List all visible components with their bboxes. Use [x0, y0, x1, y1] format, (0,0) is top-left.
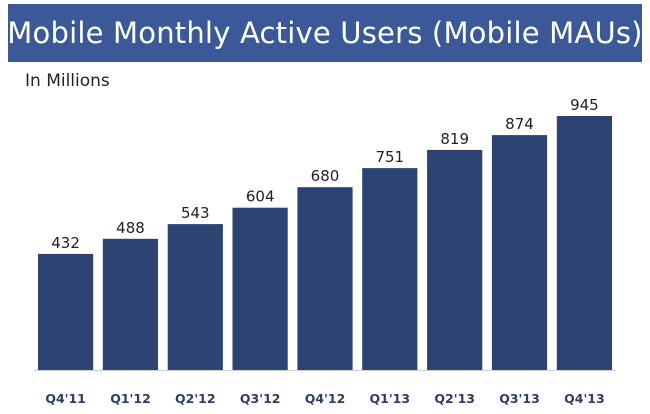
bar-4	[297, 187, 353, 370]
value-label-8: 945	[570, 96, 599, 114]
chart-title: Mobile Monthly Active Users (Mobile MAUs…	[7, 16, 643, 50]
bar-6	[427, 149, 483, 370]
value-label-7: 874	[505, 115, 534, 133]
value-label-4: 680	[311, 167, 340, 185]
category-label-7: Q3'13	[499, 391, 540, 406]
title-bar: Mobile Monthly Active Users (Mobile MAUs…	[7, 4, 643, 62]
category-label-3: Q3'12	[240, 391, 281, 406]
bar-3	[232, 207, 288, 370]
bar-2	[167, 224, 223, 370]
category-label-5: Q1'13	[370, 391, 411, 406]
category-label-8: Q4'13	[564, 391, 605, 406]
value-label-3: 604	[246, 188, 275, 206]
category-label-1: Q1'12	[110, 391, 151, 406]
value-label-1: 488	[116, 219, 145, 237]
bar-7	[491, 135, 548, 370]
value-label-5: 751	[375, 148, 404, 166]
bar-8	[556, 116, 612, 370]
category-label-4: Q4'12	[305, 391, 346, 406]
bar-0	[38, 253, 94, 370]
bar-5	[362, 168, 418, 370]
category-label-2: Q2'12	[175, 391, 216, 406]
category-label-0: Q4'11	[45, 391, 86, 406]
category-label-6: Q2'13	[434, 391, 475, 406]
chart-subtitle: In Millions	[25, 71, 110, 91]
value-label-0: 432	[51, 234, 80, 252]
bar-1	[102, 238, 158, 370]
value-label-6: 819	[440, 130, 469, 148]
value-label-2: 543	[181, 204, 210, 222]
